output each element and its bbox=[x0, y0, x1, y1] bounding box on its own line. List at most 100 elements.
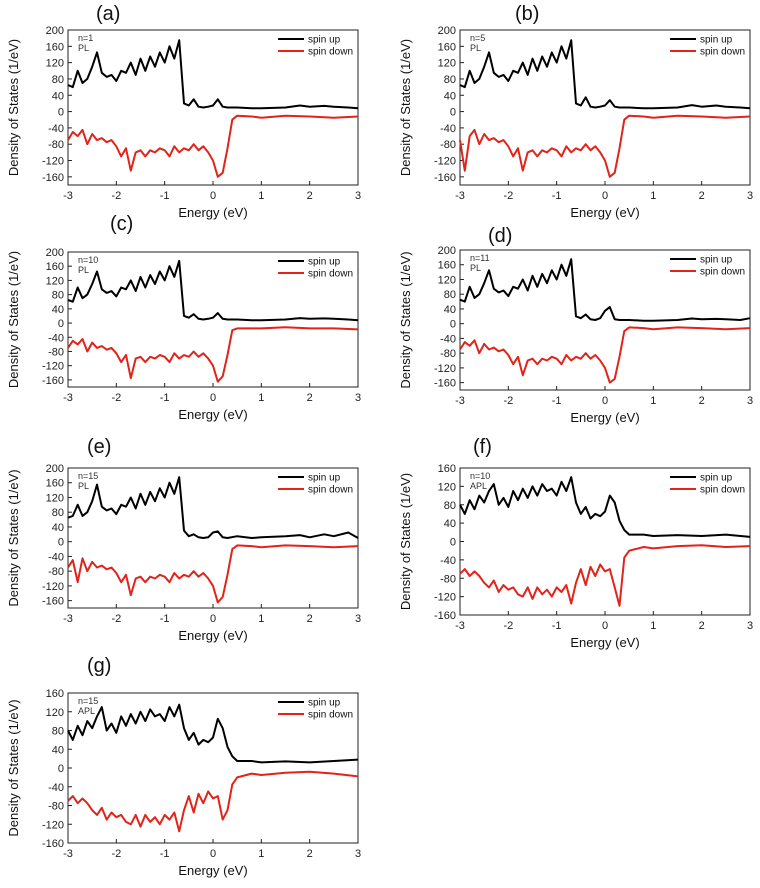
y-tick-label: 80 bbox=[444, 74, 456, 86]
x-tick-label: 3 bbox=[747, 620, 753, 632]
y-tick-label: -120 bbox=[42, 819, 64, 831]
x-tick-label: -2 bbox=[503, 620, 513, 632]
legend-label-spin-down: spin down bbox=[308, 710, 353, 721]
legend-label-spin-down: spin down bbox=[308, 485, 353, 496]
y-tick-label: -160 bbox=[42, 596, 64, 608]
y-tick-label: -80 bbox=[48, 801, 64, 813]
x-tick-label: -3 bbox=[63, 190, 73, 202]
y-tick-label: -40 bbox=[440, 123, 456, 135]
y-tick-label: 120 bbox=[438, 274, 456, 286]
legend-label-spin-up: spin up bbox=[308, 473, 341, 484]
x-tick-label: 3 bbox=[355, 613, 361, 625]
x-tick-label: 1 bbox=[258, 613, 264, 625]
panel-annotation: n=1 bbox=[78, 33, 93, 43]
legend-label-spin-up: spin up bbox=[308, 698, 341, 709]
y-tick-label: 0 bbox=[58, 537, 64, 549]
x-tick-label: -1 bbox=[552, 395, 562, 407]
panel-annotation: PL bbox=[78, 265, 89, 275]
x-tick-label: 2 bbox=[307, 848, 313, 860]
panel-annotation: PL bbox=[470, 263, 481, 273]
y-tick-label: 160 bbox=[438, 260, 456, 272]
panel-label: (f) bbox=[473, 436, 492, 458]
x-tick-label: 2 bbox=[699, 190, 705, 202]
x-tick-label: 3 bbox=[355, 392, 361, 404]
x-tick-label: 0 bbox=[210, 190, 216, 202]
panel-annotation: n=15 bbox=[78, 696, 98, 706]
y-tick-label: -40 bbox=[48, 551, 64, 563]
series-line-spin-down bbox=[459, 114, 751, 178]
panel-label: (a) bbox=[96, 3, 120, 25]
legend-label-spin-up: spin up bbox=[700, 255, 733, 266]
series-line-spin-up bbox=[67, 39, 359, 110]
y-tick-label: -160 bbox=[42, 838, 64, 850]
x-tick-label: -1 bbox=[160, 190, 170, 202]
y-tick-label: 40 bbox=[444, 90, 456, 102]
legend-label-spin-down: spin down bbox=[700, 485, 745, 496]
x-tick-label: -1 bbox=[160, 848, 170, 860]
y-tick-label: 80 bbox=[444, 500, 456, 512]
x-tick-label: 1 bbox=[650, 395, 656, 407]
y-tick-label: 80 bbox=[52, 507, 64, 519]
panel-label: (b) bbox=[515, 3, 539, 25]
y-tick-label: -120 bbox=[42, 156, 64, 168]
y-tick-label: -120 bbox=[434, 363, 456, 375]
x-tick-label: 3 bbox=[355, 848, 361, 860]
y-tick-label: 0 bbox=[58, 318, 64, 330]
x-axis-title: Energy (eV) bbox=[570, 205, 639, 220]
y-tick-label: 200 bbox=[438, 245, 456, 257]
x-axis-title: Energy (eV) bbox=[570, 410, 639, 425]
x-tick-label: 2 bbox=[699, 620, 705, 632]
x-tick-label: -2 bbox=[503, 395, 513, 407]
panel-annotation: n=5 bbox=[470, 33, 485, 43]
legend-label-spin-up: spin up bbox=[308, 257, 341, 268]
panel-annotation: PL bbox=[78, 43, 89, 53]
y-tick-label: -80 bbox=[440, 348, 456, 360]
y-tick-label: 0 bbox=[450, 107, 456, 119]
x-tick-label: 0 bbox=[602, 395, 608, 407]
y-tick-label: 0 bbox=[450, 537, 456, 549]
panel-annotation: PL bbox=[78, 481, 89, 491]
y-axis-title: Density of States (1/eV) bbox=[398, 473, 413, 610]
y-tick-label: -80 bbox=[48, 346, 64, 358]
y-tick-label: 80 bbox=[52, 74, 64, 86]
x-tick-label: -3 bbox=[63, 392, 73, 404]
y-tick-label: -120 bbox=[42, 361, 64, 373]
x-tick-label: 0 bbox=[602, 190, 608, 202]
series-line-spin-up bbox=[459, 476, 751, 538]
y-tick-label: -160 bbox=[42, 172, 64, 184]
y-tick-label: -120 bbox=[42, 581, 64, 593]
x-tick-label: 3 bbox=[747, 395, 753, 407]
series-line-spin-up bbox=[67, 259, 359, 322]
x-axis-title: Energy (eV) bbox=[178, 205, 247, 220]
y-axis-title: Density of States (1/eV) bbox=[6, 469, 21, 606]
y-tick-label: -160 bbox=[434, 610, 456, 622]
series-line-spin-down bbox=[67, 544, 359, 604]
y-tick-label: 160 bbox=[46, 478, 64, 490]
y-tick-label: 40 bbox=[52, 522, 64, 534]
x-tick-label: -3 bbox=[455, 190, 465, 202]
x-tick-label: -2 bbox=[111, 848, 121, 860]
legend-label-spin-up: spin up bbox=[700, 35, 733, 46]
y-tick-label: 0 bbox=[58, 763, 64, 775]
y-tick-label: 40 bbox=[52, 744, 64, 756]
x-tick-label: -2 bbox=[111, 392, 121, 404]
legend-label-spin-up: spin up bbox=[700, 473, 733, 484]
x-tick-label: -1 bbox=[552, 620, 562, 632]
y-tick-label: 120 bbox=[438, 481, 456, 493]
y-tick-label: 80 bbox=[52, 726, 64, 738]
y-tick-label: 80 bbox=[444, 289, 456, 301]
panel-label: (c) bbox=[110, 213, 133, 235]
panel-annotation: PL bbox=[470, 43, 481, 53]
y-tick-label: -80 bbox=[440, 573, 456, 585]
x-tick-label: 2 bbox=[307, 613, 313, 625]
x-axis-title: Energy (eV) bbox=[178, 407, 247, 422]
x-tick-label: 2 bbox=[699, 395, 705, 407]
y-tick-label: 200 bbox=[438, 25, 456, 37]
panel-annotation: APL bbox=[470, 481, 487, 491]
series-line-spin-down bbox=[459, 326, 751, 384]
x-tick-label: 1 bbox=[650, 620, 656, 632]
x-axis-title: Energy (eV) bbox=[178, 863, 247, 878]
y-tick-label: -40 bbox=[440, 333, 456, 345]
y-tick-label: 200 bbox=[46, 25, 64, 37]
